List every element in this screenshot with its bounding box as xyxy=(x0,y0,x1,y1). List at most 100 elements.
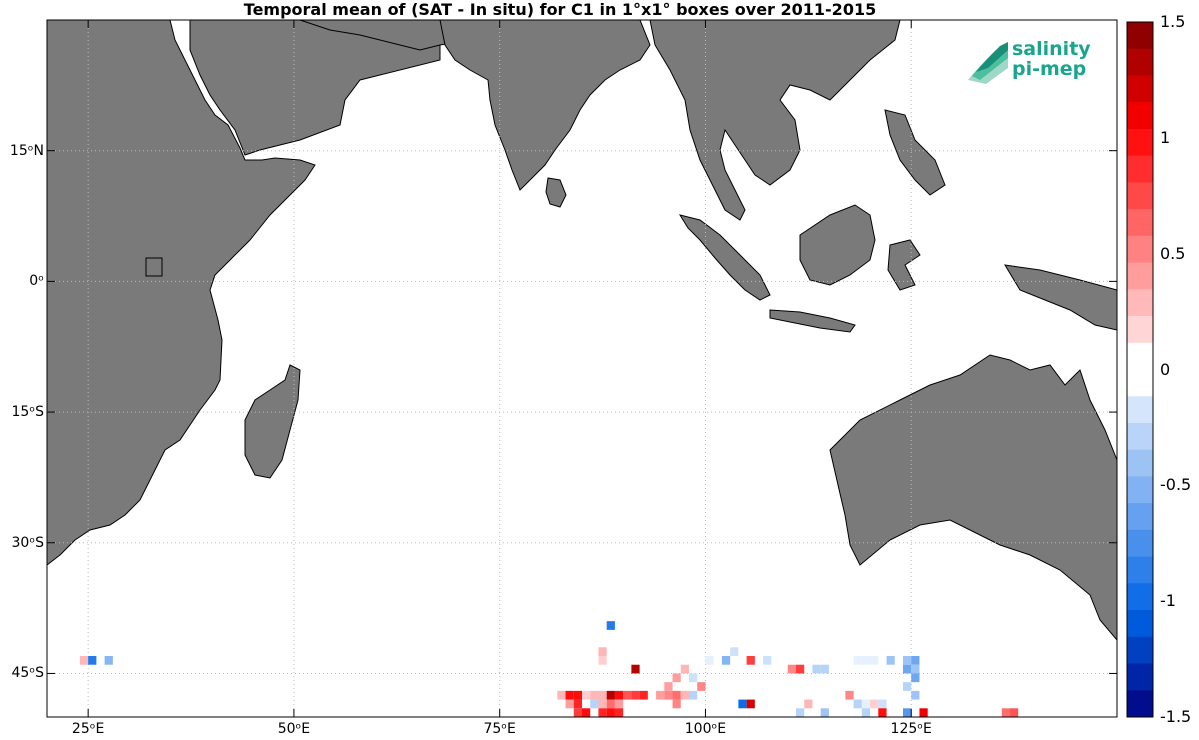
colorbar-tick-label: 1 xyxy=(1160,127,1171,147)
data-cell xyxy=(565,690,574,700)
data-cell xyxy=(680,664,689,674)
island xyxy=(145,257,163,277)
data-cell xyxy=(598,699,607,709)
data-cell xyxy=(738,699,747,709)
plot-frame xyxy=(46,19,1118,718)
colorbar-step xyxy=(1127,529,1153,558)
data-cell xyxy=(911,656,920,665)
indochina-land xyxy=(649,19,901,221)
y-tick-label: 15ᵒS xyxy=(11,404,45,421)
data-cell xyxy=(746,656,755,665)
data-cell xyxy=(631,690,640,700)
data-cell xyxy=(598,656,607,665)
data-cell xyxy=(614,690,624,700)
colorbar-step xyxy=(1127,155,1153,183)
grid-lines xyxy=(47,20,1117,717)
data-cell xyxy=(672,699,681,709)
colorbar-step xyxy=(1127,289,1153,317)
x-tick-label: 25ᵒE xyxy=(71,721,105,737)
data-cell xyxy=(582,708,591,717)
colorbar-step xyxy=(1127,476,1153,504)
data-cell xyxy=(886,656,895,665)
data-cell xyxy=(870,656,879,665)
java-land xyxy=(769,309,856,333)
colorbar xyxy=(1127,22,1153,718)
data-cell xyxy=(919,708,928,717)
colorbar-tick-label: -0.5 xyxy=(1160,475,1192,495)
data-cell xyxy=(88,656,97,665)
data-cell xyxy=(903,656,912,665)
y-tick-label: 0ᵒ xyxy=(29,273,44,290)
srilanka-land xyxy=(545,177,567,208)
data-cell xyxy=(598,647,607,657)
axis-ticks xyxy=(47,20,1117,717)
colorbar-step xyxy=(1127,102,1153,130)
data-cell xyxy=(104,656,113,665)
colorbar-step xyxy=(1127,209,1153,237)
data-cell xyxy=(763,656,772,665)
colorbar-tick-label: 1.5 xyxy=(1160,12,1186,31)
colorbar-tick-label: -1 xyxy=(1160,591,1176,611)
data-cell xyxy=(796,708,805,717)
colorbar-tick-label: -1.5 xyxy=(1160,707,1192,726)
data-cell xyxy=(606,699,615,709)
colorbar-step xyxy=(1127,22,1153,50)
data-cell xyxy=(664,690,673,700)
data-cell xyxy=(820,664,829,674)
data-cell xyxy=(903,664,912,674)
data-cell xyxy=(590,699,599,709)
data-cell xyxy=(911,673,920,683)
data-cell xyxy=(878,699,887,709)
colorbar-step xyxy=(1127,690,1153,718)
data-cell xyxy=(721,656,731,665)
data-cell xyxy=(606,621,615,630)
y-tick-label: 15ᵒN xyxy=(9,142,44,159)
data-cell xyxy=(689,690,698,700)
data-cells xyxy=(79,621,1019,717)
newguinea-land xyxy=(1004,264,1118,331)
colorbar-step xyxy=(1127,369,1153,397)
data-cell xyxy=(1010,708,1019,717)
data-cell xyxy=(598,708,607,717)
colorbar-step xyxy=(1127,316,1153,344)
data-cell xyxy=(878,708,887,717)
data-cell xyxy=(845,690,854,700)
data-cell xyxy=(631,664,640,674)
philippines-land xyxy=(884,109,946,196)
data-cell xyxy=(861,708,871,717)
colorbar-step xyxy=(1127,48,1153,76)
salinity-pimep-logo: salinity pi-mep xyxy=(966,38,1096,88)
colorbar-step xyxy=(1127,422,1153,451)
data-cell xyxy=(672,673,681,683)
x-tick-label: 50ᵒE xyxy=(277,721,311,737)
logo-text-salinity: salinity xyxy=(1012,38,1091,60)
data-cell xyxy=(606,708,615,717)
arabia-land xyxy=(189,19,441,156)
data-cell xyxy=(614,708,624,717)
sulawesi-land xyxy=(887,239,921,291)
data-cell xyxy=(903,708,912,717)
colorbar-tick-label: 0.5 xyxy=(1160,243,1186,263)
data-cell xyxy=(573,708,582,717)
colorbar-step xyxy=(1127,75,1153,103)
data-cell xyxy=(623,690,632,700)
data-cell xyxy=(697,682,706,691)
colorbar-frame xyxy=(1126,21,1154,718)
data-cell xyxy=(812,664,821,674)
data-cell xyxy=(820,708,829,717)
colorbar-step xyxy=(1127,235,1153,264)
data-cell xyxy=(1001,708,1010,717)
data-cell xyxy=(590,690,599,700)
chart-title: Temporal mean of (SAT - In situ) for C1 … xyxy=(243,0,877,19)
data-cell xyxy=(903,682,912,691)
y-tick-label: 45ᵒS xyxy=(11,665,45,682)
sumatra-land xyxy=(678,214,771,301)
colorbar-step xyxy=(1127,262,1153,290)
data-cell xyxy=(573,699,582,709)
colorbar-step xyxy=(1127,396,1153,424)
colorbar-step xyxy=(1127,342,1153,370)
data-cell xyxy=(870,699,879,709)
data-cell xyxy=(664,682,673,691)
colorbar-step xyxy=(1127,182,1153,210)
colorbar-step xyxy=(1127,449,1153,477)
